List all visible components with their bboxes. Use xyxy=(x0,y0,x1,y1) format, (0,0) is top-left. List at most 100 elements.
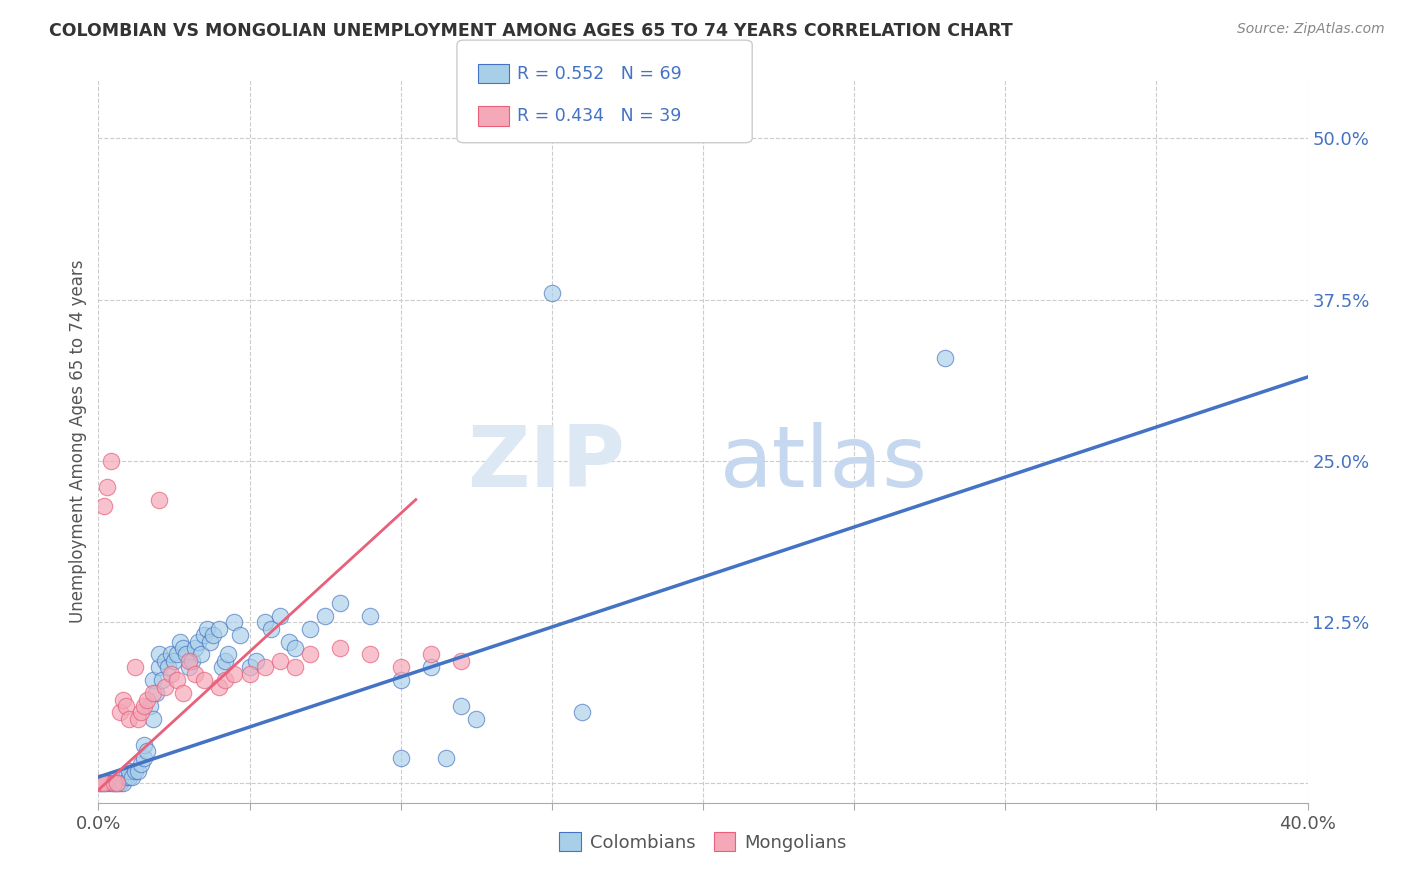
Point xyxy=(87,776,110,790)
Point xyxy=(111,776,134,790)
Point xyxy=(389,673,412,688)
Point xyxy=(163,654,186,668)
Text: atlas: atlas xyxy=(720,422,928,505)
Point xyxy=(132,738,155,752)
Point xyxy=(420,648,443,662)
Point xyxy=(132,750,155,764)
Point xyxy=(150,673,173,688)
Point xyxy=(208,680,231,694)
Point xyxy=(172,686,194,700)
Point xyxy=(202,628,225,642)
Point xyxy=(103,776,125,790)
Point xyxy=(160,666,183,681)
Point xyxy=(217,648,239,662)
Point xyxy=(100,454,122,468)
Point xyxy=(540,286,562,301)
Point xyxy=(450,654,472,668)
Point xyxy=(187,634,209,648)
Point xyxy=(87,776,110,790)
Point xyxy=(181,654,204,668)
Point xyxy=(145,686,167,700)
Point xyxy=(108,706,131,720)
Point xyxy=(114,699,136,714)
Point xyxy=(214,654,236,668)
Point xyxy=(93,776,115,790)
Point xyxy=(360,608,382,623)
Point xyxy=(179,660,201,674)
Point xyxy=(148,648,170,662)
Point xyxy=(166,648,188,662)
Point xyxy=(96,480,118,494)
Point xyxy=(190,648,212,662)
Point xyxy=(260,622,283,636)
Point xyxy=(211,660,233,674)
Point xyxy=(934,351,956,365)
Point xyxy=(184,640,207,655)
Point xyxy=(269,608,291,623)
Text: Source: ZipAtlas.com: Source: ZipAtlas.com xyxy=(1237,22,1385,37)
Point xyxy=(156,660,179,674)
Point xyxy=(299,622,322,636)
Point xyxy=(195,622,218,636)
Legend: Colombians, Mongolians: Colombians, Mongolians xyxy=(553,825,853,859)
Point xyxy=(179,654,201,668)
Point xyxy=(465,712,488,726)
Point xyxy=(118,764,141,778)
Point xyxy=(118,770,141,784)
Point xyxy=(142,673,165,688)
Point xyxy=(118,712,141,726)
Point xyxy=(450,699,472,714)
Point xyxy=(169,634,191,648)
Point xyxy=(153,680,176,694)
Point xyxy=(90,776,112,790)
Text: COLOMBIAN VS MONGOLIAN UNEMPLOYMENT AMONG AGES 65 TO 74 YEARS CORRELATION CHART: COLOMBIAN VS MONGOLIAN UNEMPLOYMENT AMON… xyxy=(49,22,1012,40)
Point xyxy=(200,634,222,648)
Point xyxy=(229,628,252,642)
Point xyxy=(105,776,128,790)
Point xyxy=(160,648,183,662)
Point xyxy=(245,654,267,668)
Point xyxy=(114,770,136,784)
Point xyxy=(184,666,207,681)
Point xyxy=(148,492,170,507)
Point xyxy=(214,673,236,688)
Point xyxy=(100,776,122,790)
Point xyxy=(239,660,262,674)
Point xyxy=(139,699,162,714)
Point xyxy=(135,692,157,706)
Point xyxy=(127,712,149,726)
Point xyxy=(329,596,352,610)
Point xyxy=(284,640,307,655)
Point xyxy=(153,654,176,668)
Point xyxy=(420,660,443,674)
Point xyxy=(224,615,246,630)
Text: ZIP: ZIP xyxy=(467,422,624,505)
Point xyxy=(108,776,131,790)
Point xyxy=(253,660,276,674)
Point xyxy=(166,673,188,688)
Point xyxy=(193,628,215,642)
Point xyxy=(121,770,143,784)
Point xyxy=(193,673,215,688)
Point xyxy=(314,608,336,623)
Point xyxy=(389,660,412,674)
Point xyxy=(277,634,299,648)
Point xyxy=(105,776,128,790)
Point xyxy=(284,660,307,674)
Point xyxy=(124,764,146,778)
Point xyxy=(208,622,231,636)
Point xyxy=(142,686,165,700)
Point xyxy=(172,640,194,655)
Point xyxy=(93,499,115,513)
Point xyxy=(239,666,262,681)
Point xyxy=(129,757,152,772)
Point xyxy=(96,776,118,790)
Point xyxy=(129,706,152,720)
Point xyxy=(124,660,146,674)
Point xyxy=(253,615,276,630)
Point xyxy=(434,750,457,764)
Point xyxy=(299,648,322,662)
Point xyxy=(329,640,352,655)
Point xyxy=(142,712,165,726)
Point xyxy=(148,660,170,674)
